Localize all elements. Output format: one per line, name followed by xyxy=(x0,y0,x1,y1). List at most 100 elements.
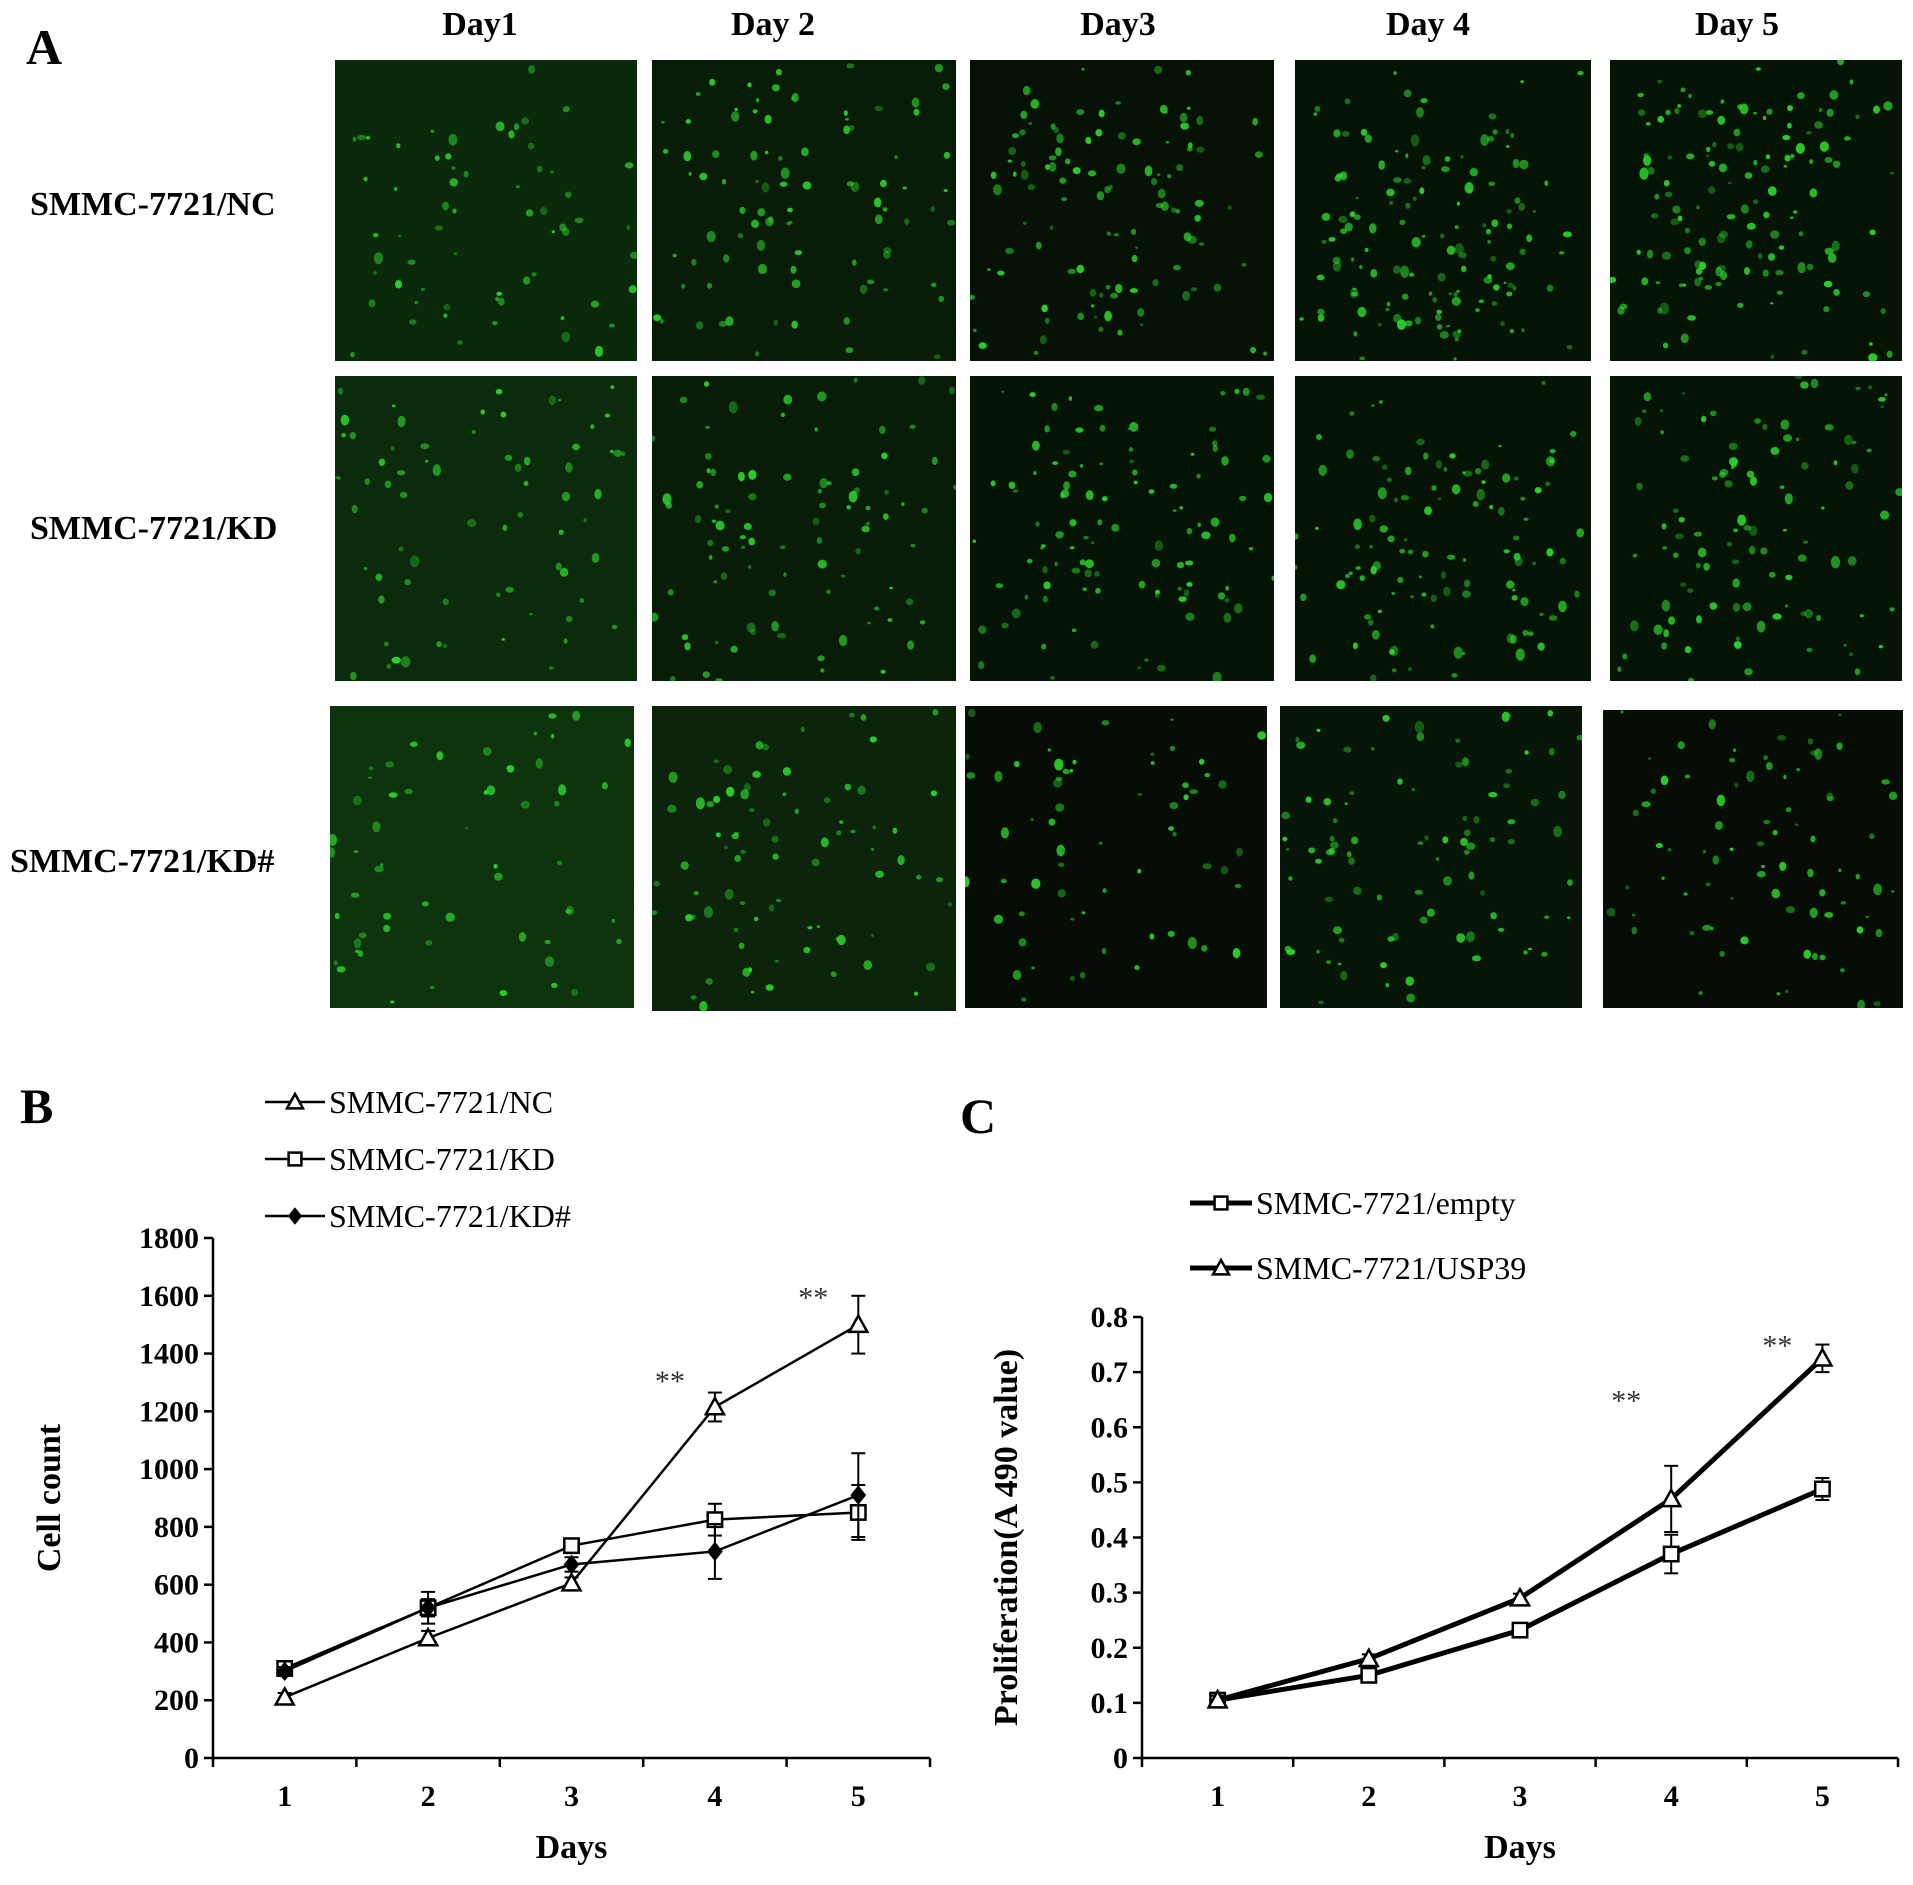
fluorescent-cell xyxy=(626,225,631,230)
fluorescent-cell xyxy=(1696,205,1700,210)
fluorescent-cell xyxy=(434,225,444,231)
fluorescent-cell xyxy=(330,834,338,846)
fluorescent-cell xyxy=(1416,107,1424,118)
fluorescent-cell xyxy=(926,962,936,972)
fluorescent-cell xyxy=(1353,518,1362,531)
fluorescent-cell xyxy=(1062,449,1071,455)
fluorescent-cell xyxy=(709,78,716,86)
fluorescent-cell xyxy=(1481,459,1490,470)
fluorescent-cell xyxy=(1336,173,1344,178)
fluorescent-cell xyxy=(1783,774,1787,780)
row-label-kd: SMMC-7721/KD xyxy=(30,510,278,547)
fluorescent-cell xyxy=(1156,173,1161,176)
fluorescent-cell xyxy=(1491,301,1498,306)
fluorescent-cell xyxy=(1534,487,1542,494)
fluorescent-cell xyxy=(1359,356,1365,361)
fluorescent-cell xyxy=(1409,272,1415,277)
fluorescent-cell xyxy=(1052,461,1059,466)
fluorescent-cell xyxy=(1487,274,1492,279)
fluorescent-cell xyxy=(1451,484,1461,495)
fluorescent-cell xyxy=(590,424,595,430)
fluorescent-cell xyxy=(1321,239,1327,244)
fluorescent-cell xyxy=(1370,674,1377,681)
fluorescent-cell xyxy=(1032,440,1040,451)
fluorescent-cell xyxy=(1076,264,1085,274)
significance-label: ** xyxy=(1611,1385,1641,1418)
fluorescent-cell xyxy=(865,505,871,511)
fluorescent-cell xyxy=(1698,991,1703,995)
fluorescent-cell xyxy=(706,468,711,474)
fluorescent-cell xyxy=(1737,302,1744,308)
fluorescent-cell xyxy=(1488,181,1496,186)
fluorescent-cell xyxy=(561,491,571,502)
x-tick-label: 3 xyxy=(1513,1780,1528,1813)
fluorescent-cell xyxy=(1702,924,1712,931)
fluorescent-cell xyxy=(756,239,766,251)
fluorescent-cell xyxy=(1099,292,1104,298)
fluorescent-cell xyxy=(1108,184,1113,190)
fluorescent-cell xyxy=(1712,855,1720,865)
fluorescent-cell xyxy=(1424,835,1429,841)
fluorescent-cell xyxy=(1443,876,1452,886)
fluorescent-cell xyxy=(1481,480,1486,484)
fluorescent-cell xyxy=(715,641,719,645)
fluorescent-cell xyxy=(990,171,997,179)
y-tick-label: 0 xyxy=(1113,1742,1128,1775)
fluorescent-cell xyxy=(1068,396,1073,401)
fluorescent-cell xyxy=(1512,158,1520,169)
fluorescent-cell xyxy=(1024,594,1029,600)
fluorescent-cell xyxy=(1650,788,1656,794)
fluorescent-cell xyxy=(1411,237,1421,248)
fluorescent-cell xyxy=(1838,868,1842,872)
fluorescent-cell xyxy=(826,589,831,595)
fluorescent-cell xyxy=(1020,161,1026,167)
fluorescent-cell xyxy=(1420,98,1428,104)
fluorescent-cell xyxy=(730,645,738,653)
fluorescent-cell xyxy=(1577,70,1584,76)
fluorescent-cell xyxy=(1050,123,1056,130)
fluorescent-cell xyxy=(783,394,793,405)
fluorescent-cell xyxy=(442,643,448,649)
fluorescent-cell xyxy=(565,191,572,198)
fluorescent-cell xyxy=(653,314,662,322)
fluorescent-cell xyxy=(803,946,811,954)
fluorescent-cell xyxy=(352,136,357,142)
fluorescent-cell xyxy=(1020,110,1028,119)
fluorescent-cell xyxy=(1845,481,1854,490)
fluorescent-cell xyxy=(753,916,759,922)
fluorescent-cell xyxy=(1168,826,1174,831)
fluorescent-cell xyxy=(1134,965,1140,971)
fluorescent-cell xyxy=(1336,580,1346,590)
fluorescent-cell xyxy=(1653,624,1663,635)
fluorescent-cell xyxy=(1734,782,1739,788)
fluorescent-cell xyxy=(1054,758,1064,771)
fluorescent-cell xyxy=(1202,863,1212,870)
fluorescent-cell xyxy=(1199,758,1205,765)
fluorescent-cell xyxy=(390,1000,395,1004)
fluorescent-cell xyxy=(1403,89,1412,98)
fluorescent-cell xyxy=(845,117,849,121)
fluorescent-cell xyxy=(1159,104,1168,114)
fluorescent-cell xyxy=(1271,575,1274,581)
legend-marker xyxy=(284,1091,306,1110)
fluorescent-cell xyxy=(855,548,861,555)
fluorescent-cell xyxy=(1478,299,1485,304)
fluorescent-cell xyxy=(1705,110,1714,115)
fluorescent-cell xyxy=(398,546,404,552)
fluorescent-cell xyxy=(1414,889,1423,895)
fluorescent-cell xyxy=(1663,629,1670,638)
fluorescent-cell xyxy=(851,468,860,477)
fluorescent-cell xyxy=(1042,566,1048,574)
fluorescent-cell xyxy=(723,845,729,850)
fluorescent-cell xyxy=(1422,154,1431,166)
fluorescent-cell xyxy=(1137,792,1142,796)
fluorescent-cell xyxy=(791,320,798,329)
fluorescent-cell xyxy=(748,493,757,501)
fluorescent-cell xyxy=(1085,136,1092,144)
fluorescent-cell xyxy=(1250,346,1257,354)
fluorescent-cell xyxy=(1507,282,1514,289)
x-tick-label: 5 xyxy=(1815,1780,1830,1813)
fluorescent-cell xyxy=(1743,267,1751,275)
fluorescent-cell xyxy=(1806,263,1814,271)
fluorescent-cell xyxy=(880,669,886,674)
